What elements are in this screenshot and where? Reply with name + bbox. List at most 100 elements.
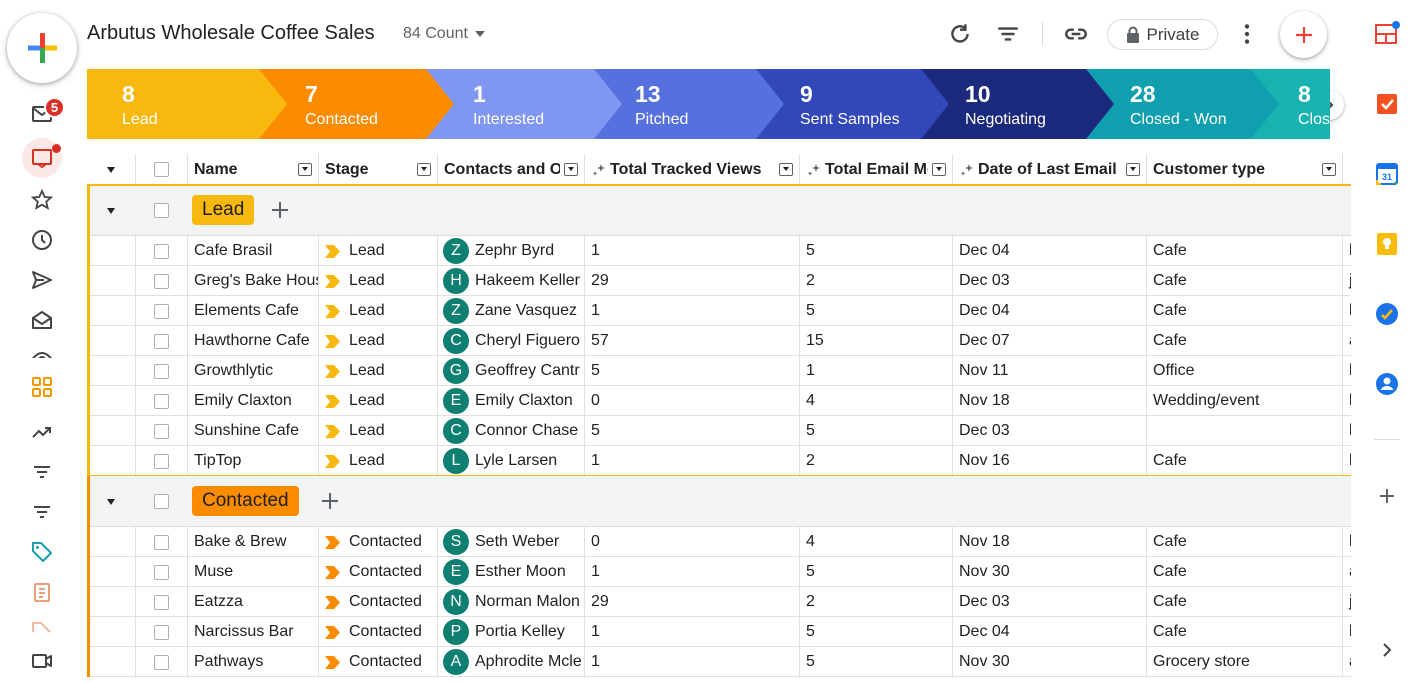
- cell-contact[interactable]: E Esther Moon: [438, 557, 585, 587]
- column-header-type[interactable]: Customer type: [1147, 154, 1343, 185]
- cell-stage[interactable]: Contacted: [319, 647, 438, 677]
- cell-emails[interactable]: 4: [800, 527, 953, 557]
- group-collapse-toggle[interactable]: [87, 185, 135, 236]
- cell-name[interactable]: Pathways: [188, 647, 319, 677]
- row-checkbox-cell[interactable]: [135, 356, 188, 386]
- row-checkbox-cell[interactable]: [135, 296, 188, 326]
- nav-starred[interactable]: [0, 180, 84, 220]
- cell-stage[interactable]: Lead: [319, 446, 438, 476]
- cell-contact[interactable]: N Norman Malon: [438, 587, 585, 617]
- cell-extra[interactable]: l: [1343, 356, 1351, 386]
- cell-views[interactable]: 0: [585, 386, 800, 416]
- cell-contact[interactable]: L Lyle Larsen: [438, 446, 585, 476]
- cell-views[interactable]: 5: [585, 416, 800, 446]
- cell-date[interactable]: Dec 03: [953, 416, 1147, 446]
- row-checkbox[interactable]: [154, 303, 169, 319]
- row-checkbox-cell[interactable]: [135, 647, 188, 677]
- cell-type[interactable]: Cafe: [1147, 326, 1343, 356]
- cell-extra[interactable]: a: [1343, 647, 1351, 677]
- pipeline-stage-2[interactable]: 1 Interested: [422, 69, 622, 139]
- cell-stage[interactable]: Lead: [319, 356, 438, 386]
- cell-stage[interactable]: Lead: [319, 326, 438, 356]
- cell-extra[interactable]: l: [1343, 416, 1351, 446]
- refresh-icon[interactable]: [947, 21, 973, 47]
- cell-date[interactable]: Dec 04: [953, 236, 1147, 266]
- cell-name[interactable]: Bake & Brew: [188, 527, 319, 557]
- link-icon[interactable]: [1063, 21, 1089, 47]
- cell-contact[interactable]: P Portia Kelley: [438, 617, 585, 647]
- row-checkbox[interactable]: [154, 273, 169, 289]
- cell-type[interactable]: Office: [1147, 356, 1343, 386]
- cell-name[interactable]: Hawthorne Cafe: [188, 326, 319, 356]
- table-row[interactable]: TipTop Lead L Lyle Larsen 1 2 Nov 16 Cafe l: [87, 446, 1351, 476]
- table-row[interactable]: Eatzza Contacted N Norman Malon 29 2 Dec 03 Caf…: [87, 587, 1351, 617]
- cell-stage[interactable]: Lead: [319, 266, 438, 296]
- cell-name[interactable]: Greg's Bake Hous: [188, 266, 319, 296]
- row-checkbox-cell[interactable]: [135, 446, 188, 476]
- cell-stage[interactable]: Lead: [319, 236, 438, 266]
- nav-meet[interactable]: [0, 641, 84, 681]
- cell-stage[interactable]: Lead: [319, 296, 438, 326]
- row-checkbox[interactable]: [154, 594, 169, 610]
- cell-emails[interactable]: 5: [800, 416, 953, 446]
- cell-views[interactable]: 1: [585, 617, 800, 647]
- header-select-all[interactable]: [135, 154, 188, 185]
- group-select-checkbox[interactable]: [154, 203, 169, 218]
- table-row[interactable]: Cafe Brasil Lead Z Zephr Byrd 1 5 Dec 04 Cafe l: [87, 236, 1351, 266]
- row-checkbox-cell[interactable]: [135, 617, 188, 647]
- row-checkbox[interactable]: [154, 423, 169, 439]
- row-checkbox-cell[interactable]: [135, 386, 188, 416]
- cell-name[interactable]: Sunshine Cafe: [188, 416, 319, 446]
- cell-date[interactable]: Nov 18: [953, 527, 1147, 557]
- cell-extra[interactable]: l: [1343, 446, 1351, 476]
- keep-notes-icon[interactable]: [1374, 231, 1400, 257]
- cell-extra[interactable]: l: [1343, 236, 1351, 266]
- column-header-date[interactable]: Date of Last Email: [953, 154, 1147, 185]
- more-vert-icon[interactable]: [1234, 21, 1260, 47]
- nav-reports[interactable]: [0, 412, 84, 452]
- column-menu-button[interactable]: [1126, 163, 1140, 176]
- table-row[interactable]: Emily Claxton Lead E Emily Claxton 0 4 Nov 18 W…: [87, 386, 1351, 416]
- table-row[interactable]: Hawthorne Cafe Lead C Cheryl Figuero 57 15 Dec…: [87, 326, 1351, 356]
- cell-date[interactable]: Dec 04: [953, 296, 1147, 326]
- cell-extra[interactable]: j: [1343, 266, 1351, 296]
- cell-name[interactable]: Eatzza: [188, 587, 319, 617]
- cell-type[interactable]: Cafe: [1147, 617, 1343, 647]
- cell-emails[interactable]: 2: [800, 587, 953, 617]
- column-menu-button[interactable]: [932, 163, 946, 176]
- cell-emails[interactable]: 15: [800, 326, 953, 356]
- compose-button[interactable]: [7, 13, 77, 83]
- cell-name[interactable]: Muse: [188, 557, 319, 587]
- cell-date[interactable]: Dec 03: [953, 266, 1147, 296]
- cell-emails[interactable]: 5: [800, 296, 953, 326]
- row-checkbox-cell[interactable]: [135, 416, 188, 446]
- column-header-views[interactable]: Total Tracked Views: [585, 154, 800, 185]
- cell-emails[interactable]: 1: [800, 356, 953, 386]
- nav-crm[interactable]: [0, 138, 84, 178]
- pipeline-stage-0[interactable]: 8 Lead: [87, 69, 287, 139]
- cell-views[interactable]: 29: [585, 266, 800, 296]
- cell-name[interactable]: TipTop: [188, 446, 319, 476]
- cell-extra[interactable]: a: [1343, 557, 1351, 587]
- cell-type[interactable]: Cafe: [1147, 557, 1343, 587]
- cell-date[interactable]: Dec 04: [953, 617, 1147, 647]
- sharing-button[interactable]: Private: [1107, 19, 1218, 50]
- cell-type[interactable]: Cafe: [1147, 236, 1343, 266]
- group-collapse-toggle[interactable]: [87, 476, 135, 527]
- add-record-button[interactable]: [1280, 11, 1327, 58]
- cell-contact[interactable]: C Cheryl Figuero: [438, 326, 585, 356]
- calendar-icon[interactable]: 31: [1374, 161, 1400, 187]
- table-row[interactable]: Narcissus Bar Contacted P Portia Kelley 1 5 De…: [87, 617, 1351, 647]
- cell-extra[interactable]: l: [1343, 617, 1351, 647]
- table-row[interactable]: Bake & Brew Contacted S Seth Weber 0 4 Nov 18 C…: [87, 527, 1351, 557]
- chevron-right-icon[interactable]: [1374, 637, 1400, 663]
- nav-pipelines[interactable]: [0, 367, 84, 407]
- cell-contact[interactable]: S Seth Weber: [438, 527, 585, 557]
- select-all-checkbox[interactable]: [154, 162, 169, 177]
- cell-extra[interactable]: l: [1343, 296, 1351, 326]
- column-menu-button[interactable]: [298, 163, 312, 176]
- row-checkbox[interactable]: [154, 624, 169, 640]
- table-row[interactable]: Muse Contacted E Esther Moon 1 5 Nov 30 Cafe a: [87, 557, 1351, 587]
- column-header-stage[interactable]: Stage: [319, 154, 438, 185]
- header-expand-toggle[interactable]: [87, 154, 135, 185]
